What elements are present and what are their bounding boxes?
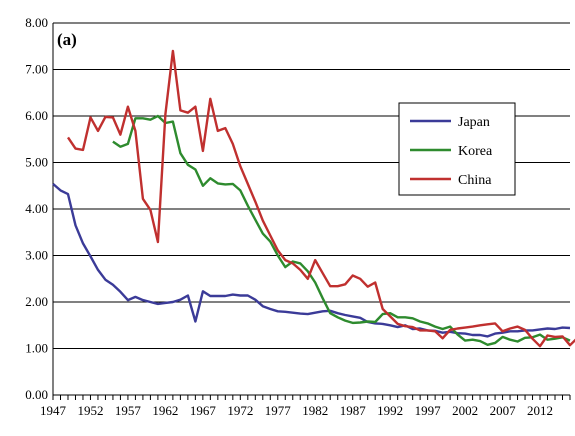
y-tick-label: 0.00: [25, 387, 48, 402]
series-lines: [52, 49, 575, 348]
series-line-japan: [52, 182, 571, 338]
legend: Japan Korea China: [398, 102, 516, 196]
y-tick-label: 7.00: [25, 62, 48, 77]
x-tick-label: 1977: [265, 403, 292, 418]
axes: [52, 23, 571, 400]
x-tick-label: 1952: [77, 403, 103, 418]
x-tick-label: 1962: [152, 403, 178, 418]
y-tick-label: 4.00: [25, 201, 48, 216]
y-tick-label: 1.00: [25, 341, 48, 356]
x-tick-label: 1957: [115, 403, 142, 418]
x-tick-label: 1967: [190, 403, 217, 418]
x-tick-label: 1947: [40, 403, 67, 418]
legend-label-japan: Japan: [458, 115, 490, 130]
x-tick-label: 1982: [302, 403, 328, 418]
x-axis-ticks: 1947 1952 1957 1962 1967 1972 1977 1982 1987 1992…: [40, 403, 553, 418]
legend-label-korea: Korea: [458, 144, 493, 159]
x-tick-label: 2012: [527, 403, 553, 418]
x-tick-label: 2007: [490, 403, 517, 418]
x-tick-label: 1972: [227, 403, 253, 418]
y-tick-label: 6.00: [25, 108, 48, 123]
x-tick-label: 1997: [415, 403, 442, 418]
panel-label: (a): [57, 30, 77, 49]
y-tick-label: 3.00: [25, 248, 48, 263]
y-axis-ticks: 0.00 1.00 2.00 3.00 4.00 5.00 6.00 7.00 8.00: [25, 15, 48, 402]
series-line-korea: [112, 114, 571, 346]
y-tick-label: 2.00: [25, 294, 48, 309]
x-tick-label: 1987: [340, 403, 367, 418]
x-tick-label: 1992: [377, 403, 403, 418]
legend-label-china: China: [458, 173, 492, 188]
y-tick-label: 5.00: [25, 155, 48, 170]
y-tick-label: 8.00: [25, 15, 48, 30]
series-line-china: [67, 49, 575, 348]
x-tick-label: 2002: [452, 403, 478, 418]
